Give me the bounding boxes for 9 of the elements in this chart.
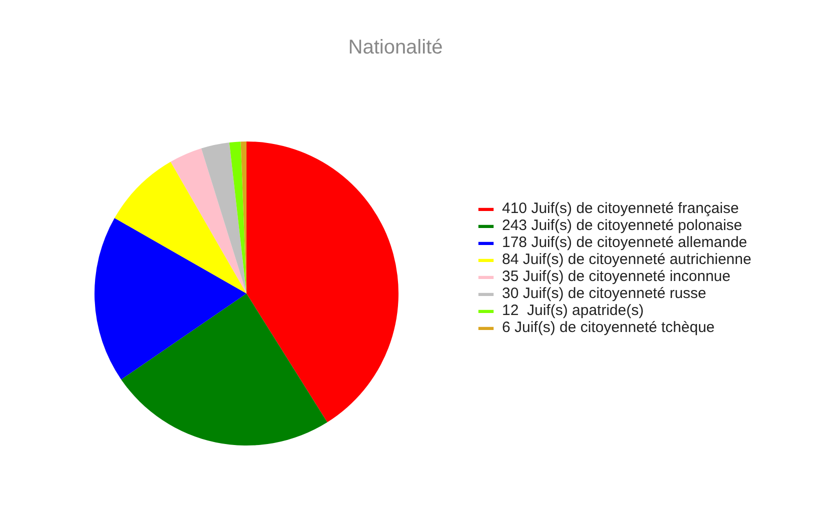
legend-label: 12 Juif(s) apatride(s) xyxy=(502,302,644,319)
legend-label: 243 Juif(s) de citoyenneté polonaise xyxy=(502,217,742,234)
legend-label: 30 Juif(s) de citoyenneté russe xyxy=(502,285,706,302)
legend-label: 178 Juif(s) de citoyenneté allemande xyxy=(502,234,748,251)
legend-label: 6 Juif(s) de citoyenneté tchèque xyxy=(502,319,715,336)
chart-title: Nationalité xyxy=(348,36,443,58)
legend-label: 410 Juif(s) de citoyenneté française xyxy=(502,200,739,217)
legend-label: 84 Juif(s) de citoyenneté autrichienne xyxy=(502,251,752,268)
legend-label: 35 Juif(s) de citoyenneté inconnue xyxy=(502,268,730,285)
